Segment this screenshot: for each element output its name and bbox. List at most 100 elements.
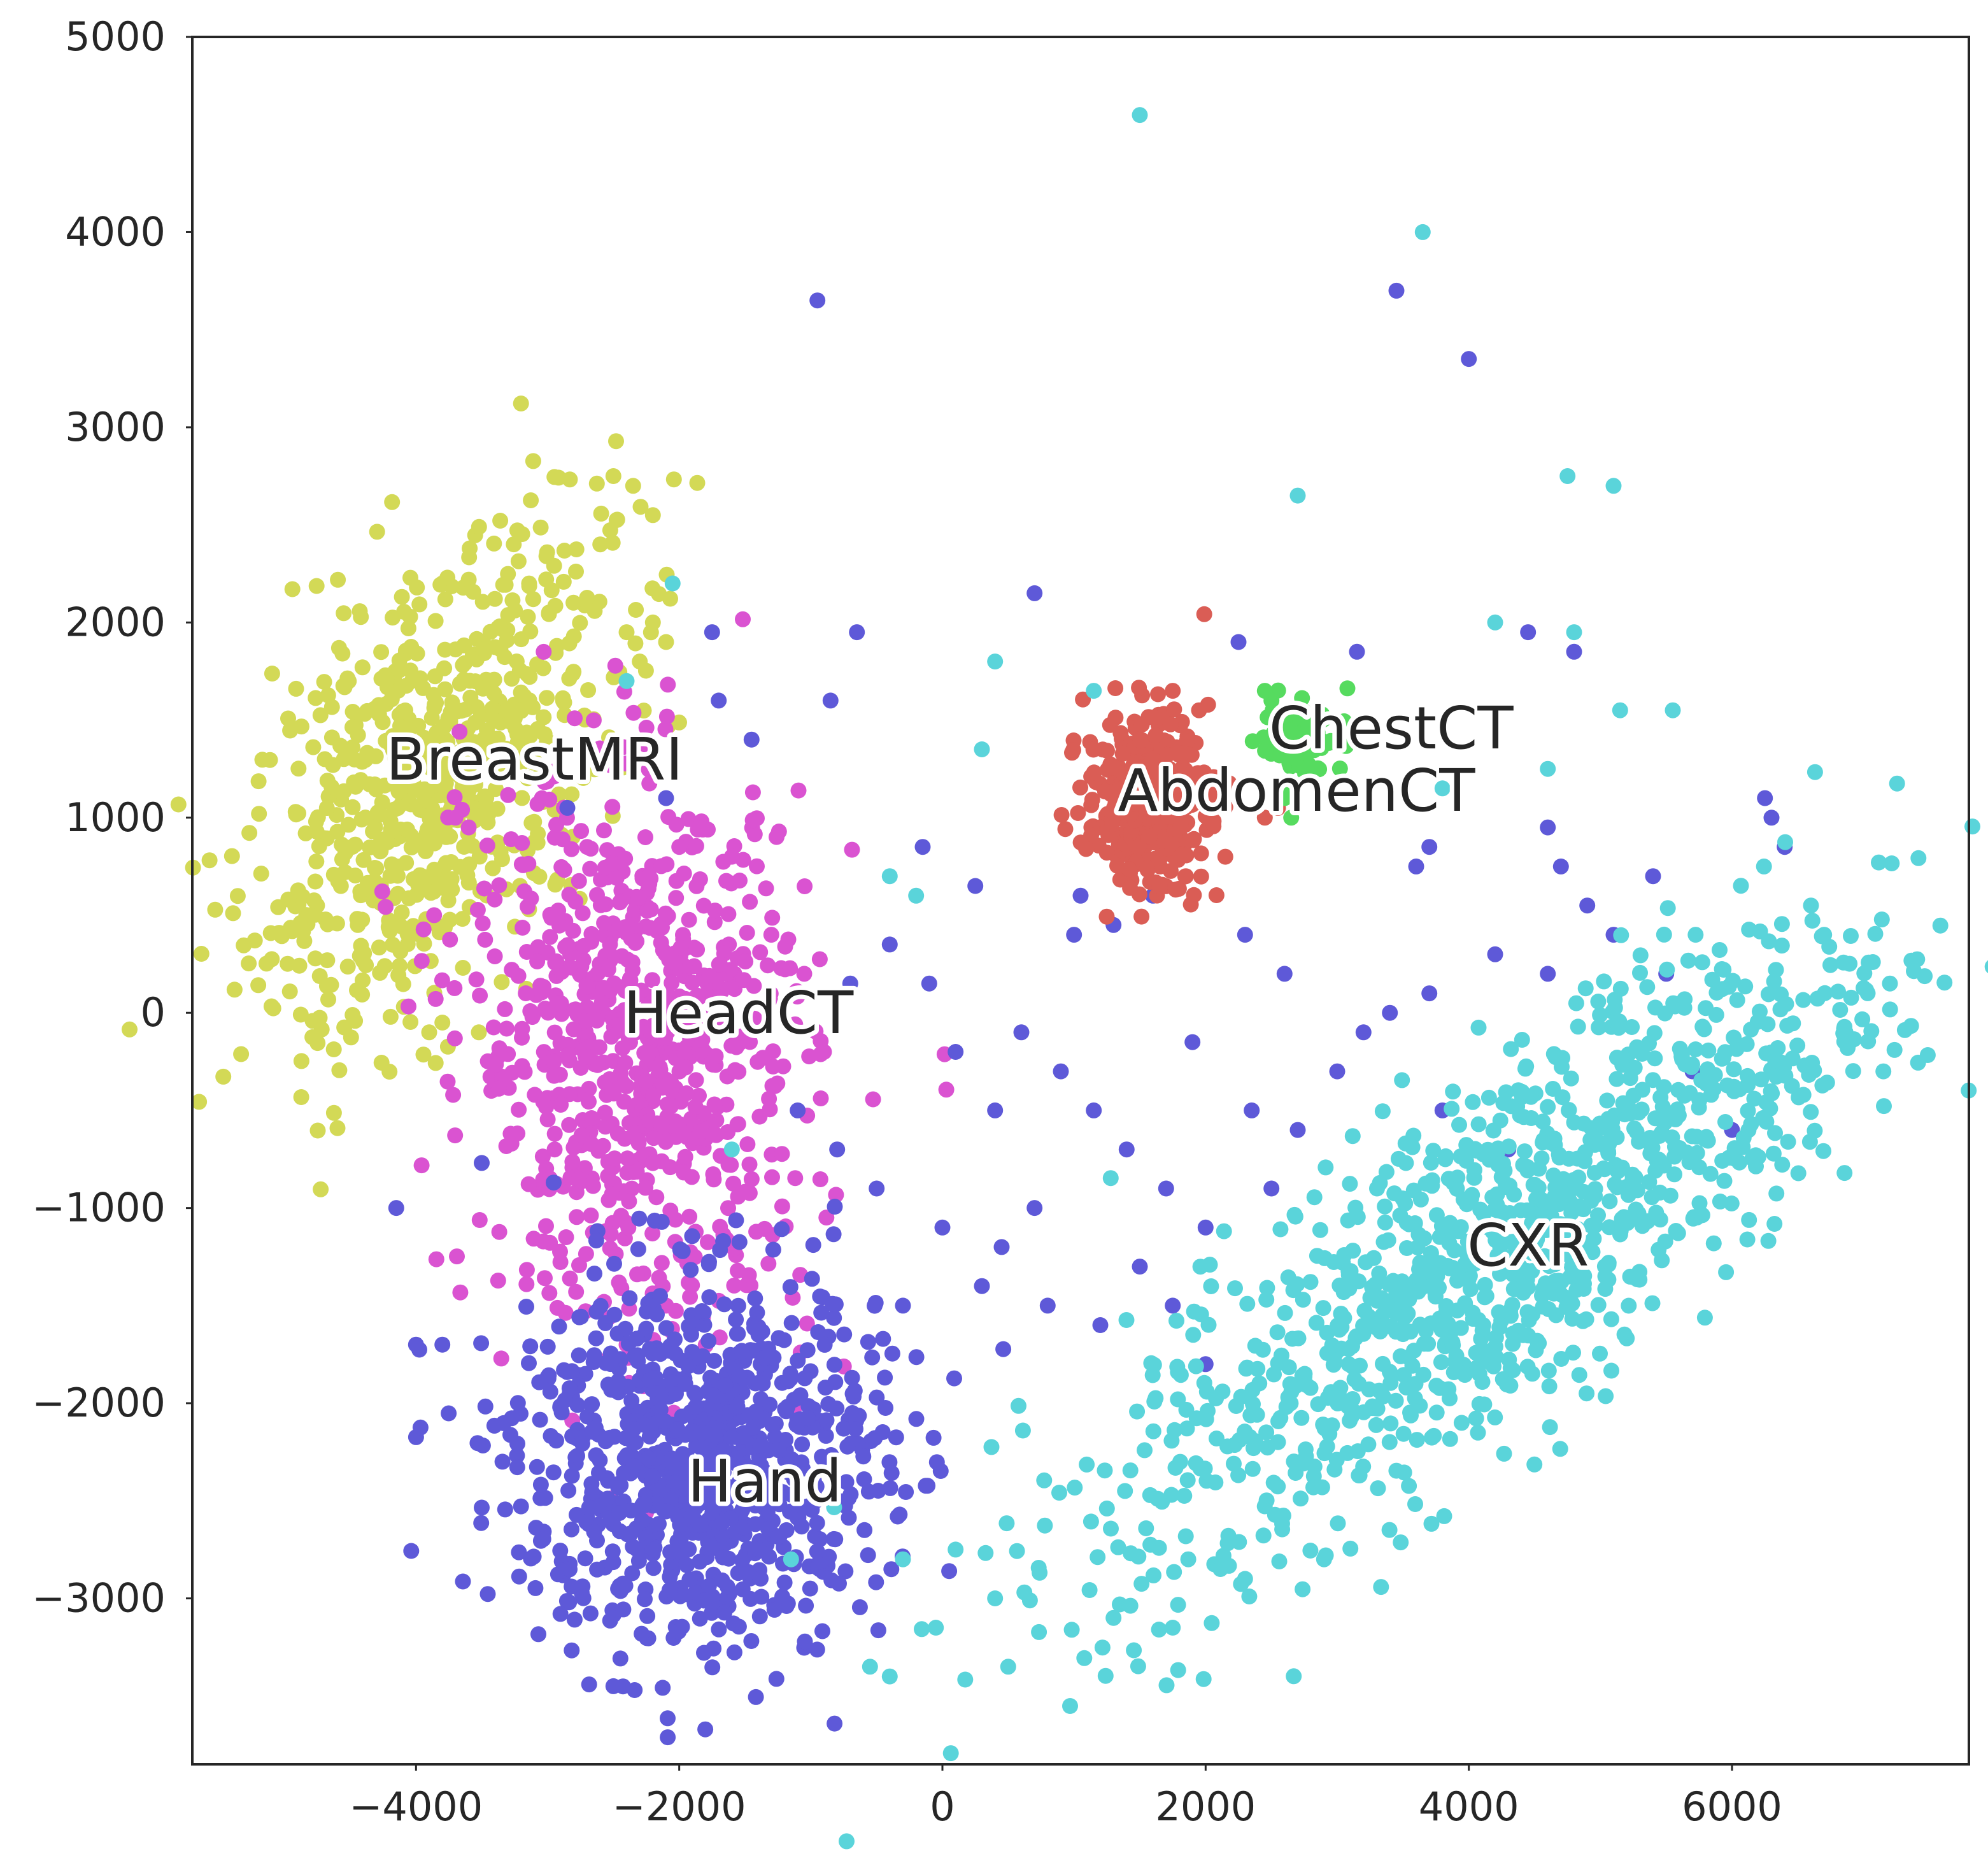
x-tick-label: 6000 bbox=[1682, 1783, 1782, 1830]
data-point bbox=[456, 638, 472, 653]
data-point bbox=[1170, 1364, 1186, 1380]
data-point bbox=[1726, 1030, 1742, 1046]
data-point bbox=[813, 1305, 829, 1321]
data-point bbox=[943, 1745, 959, 1761]
data-point bbox=[898, 1484, 914, 1500]
data-point bbox=[521, 1176, 537, 1192]
data-point bbox=[392, 653, 408, 669]
data-point bbox=[470, 902, 486, 918]
data-point bbox=[1163, 717, 1179, 732]
data-point bbox=[1889, 776, 1905, 792]
data-point bbox=[1393, 1534, 1409, 1550]
data-point bbox=[602, 1241, 618, 1257]
data-point bbox=[827, 1357, 842, 1373]
data-point bbox=[1191, 703, 1207, 718]
data-point bbox=[1540, 1099, 1556, 1115]
data-point bbox=[1629, 1039, 1645, 1055]
data-point bbox=[1461, 351, 1477, 367]
data-point bbox=[756, 1350, 772, 1366]
data-point bbox=[416, 922, 432, 938]
data-point bbox=[1694, 1207, 1710, 1223]
data-point bbox=[739, 925, 755, 941]
data-point bbox=[1535, 1134, 1551, 1150]
data-point bbox=[1196, 606, 1212, 622]
data-point bbox=[877, 1369, 893, 1385]
data-point bbox=[1054, 807, 1070, 823]
data-point bbox=[1193, 1259, 1209, 1274]
data-point bbox=[1665, 703, 1681, 718]
data-point bbox=[572, 615, 588, 631]
data-point bbox=[1475, 1317, 1491, 1333]
data-point bbox=[739, 1136, 755, 1152]
data-point bbox=[1846, 1031, 1862, 1047]
data-point bbox=[423, 885, 439, 901]
data-point bbox=[1648, 1204, 1664, 1220]
data-point bbox=[371, 939, 387, 955]
data-point bbox=[826, 1226, 842, 1242]
data-point bbox=[492, 618, 508, 634]
data-point bbox=[707, 903, 723, 918]
data-point bbox=[303, 908, 319, 924]
data-point bbox=[1540, 761, 1556, 777]
data-point bbox=[828, 1296, 844, 1312]
data-point bbox=[521, 576, 537, 592]
data-point bbox=[1147, 727, 1163, 743]
data-point bbox=[1726, 1061, 1742, 1077]
data-point bbox=[1392, 1208, 1408, 1224]
data-point bbox=[790, 1353, 806, 1369]
data-point bbox=[737, 953, 753, 969]
data-point bbox=[1519, 1162, 1535, 1178]
y-tick-label: 2000 bbox=[65, 599, 166, 645]
data-point bbox=[593, 897, 609, 913]
data-point bbox=[1445, 1083, 1461, 1099]
data-point bbox=[1568, 996, 1584, 1011]
data-point bbox=[1208, 1390, 1224, 1406]
data-point bbox=[1611, 1013, 1627, 1029]
data-point bbox=[717, 1377, 733, 1393]
data-point bbox=[1449, 1181, 1465, 1197]
data-point bbox=[1146, 1394, 1162, 1410]
data-point bbox=[1816, 927, 1832, 943]
data-point bbox=[1576, 1116, 1592, 1132]
data-point bbox=[1286, 1453, 1302, 1469]
data-point bbox=[915, 839, 931, 855]
data-point bbox=[760, 1256, 776, 1272]
data-point bbox=[1342, 1176, 1358, 1192]
data-point bbox=[1774, 916, 1790, 932]
data-point bbox=[948, 1541, 963, 1557]
data-point bbox=[293, 1007, 309, 1023]
data-point bbox=[752, 1608, 768, 1624]
data-point bbox=[1516, 1109, 1531, 1125]
data-point bbox=[1499, 1376, 1515, 1392]
data-point bbox=[548, 909, 564, 925]
data-point bbox=[475, 641, 491, 657]
data-point bbox=[392, 943, 408, 959]
data-point bbox=[567, 1611, 583, 1627]
data-point bbox=[1184, 1034, 1200, 1050]
data-point bbox=[654, 1214, 670, 1230]
data-point bbox=[551, 1318, 567, 1334]
data-point bbox=[1434, 1218, 1450, 1234]
data-point bbox=[471, 1024, 487, 1040]
data-point bbox=[908, 888, 924, 904]
data-point bbox=[1458, 1153, 1474, 1169]
data-point bbox=[1651, 1152, 1667, 1167]
data-point bbox=[1445, 1334, 1461, 1350]
data-point bbox=[1188, 1359, 1204, 1374]
data-point bbox=[241, 825, 257, 841]
data-point bbox=[513, 631, 529, 647]
data-point bbox=[469, 1435, 485, 1451]
data-point bbox=[1247, 1433, 1263, 1449]
data-point bbox=[1132, 107, 1148, 123]
data-point bbox=[1815, 1143, 1831, 1159]
data-point bbox=[1099, 743, 1115, 759]
data-point bbox=[914, 1621, 930, 1637]
cluster-label-hand: Hand bbox=[688, 1448, 842, 1516]
data-point bbox=[280, 956, 295, 972]
data-point bbox=[582, 861, 598, 877]
data-point bbox=[1700, 1043, 1716, 1059]
data-point bbox=[588, 1447, 604, 1463]
data-point bbox=[1350, 1209, 1366, 1225]
data-point bbox=[1097, 1462, 1113, 1478]
data-point bbox=[1216, 1224, 1232, 1239]
